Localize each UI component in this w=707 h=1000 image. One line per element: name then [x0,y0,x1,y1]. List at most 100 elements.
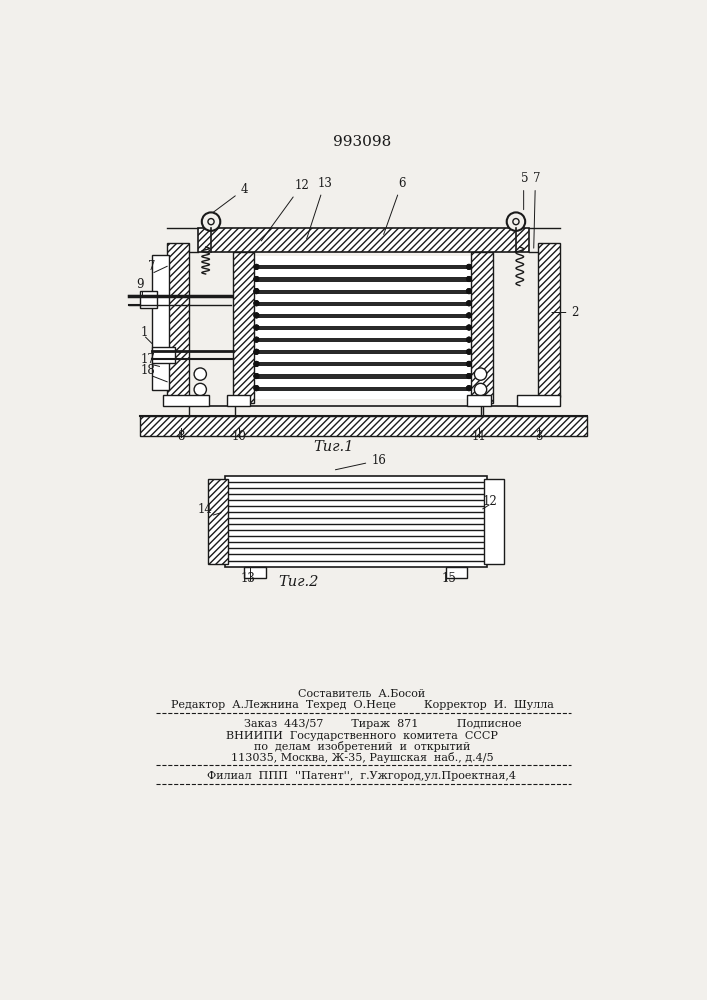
Circle shape [467,288,472,294]
Circle shape [467,373,472,379]
Text: 113035, Москва, Ж-35, Раушская  наб., д.4/5: 113035, Москва, Ж-35, Раушская наб., д.4… [230,752,493,763]
Circle shape [467,385,472,391]
Bar [208,479,228,564]
Bar [484,479,503,564]
Circle shape [467,276,472,282]
Text: 12: 12 [483,495,498,508]
Text: 14: 14 [198,503,213,516]
Text: 12: 12 [261,179,309,241]
Bar [167,243,189,397]
Bar [254,314,472,317]
Circle shape [254,361,259,367]
Text: 3: 3 [535,430,543,443]
Bar [152,255,169,389]
Bar [233,252,254,403]
Circle shape [254,264,259,270]
Bar [254,326,472,329]
Bar [254,350,472,353]
Circle shape [467,361,472,367]
Circle shape [467,325,472,330]
Circle shape [254,373,259,379]
Bar [254,302,472,305]
Circle shape [467,264,472,270]
Text: 4: 4 [214,183,247,212]
Circle shape [254,373,259,379]
Circle shape [513,219,519,225]
Circle shape [254,361,259,367]
Bar [254,302,472,305]
Text: 13: 13 [241,572,256,585]
Circle shape [254,276,259,282]
Circle shape [254,288,259,294]
Bar [254,256,472,399]
Circle shape [467,288,472,294]
Text: 18: 18 [140,364,155,377]
Text: 16: 16 [335,454,386,470]
Text: 13: 13 [307,177,332,239]
Bar [538,243,560,397]
Circle shape [474,368,486,380]
Text: Τиг.2: Τиг.2 [279,575,319,589]
Text: ВНИИПИ  Государственного  комитета  СССР: ВНИИПИ Государственного комитета СССР [226,731,498,741]
Text: 7: 7 [533,172,540,185]
Text: 15: 15 [442,572,457,585]
Bar [254,362,472,365]
Text: 17: 17 [140,353,155,366]
Bar [467,395,491,406]
Circle shape [208,219,214,225]
Circle shape [254,337,259,342]
Text: 1: 1 [140,326,148,339]
Circle shape [467,264,472,270]
Bar [254,326,472,329]
Circle shape [254,337,259,342]
Circle shape [467,301,472,306]
Circle shape [201,212,221,231]
Text: 10: 10 [231,430,246,443]
Bar [254,277,472,281]
Bar [254,374,472,378]
Text: 993098: 993098 [333,135,391,149]
Circle shape [254,264,259,270]
Circle shape [467,349,472,354]
Bar [254,290,472,293]
Circle shape [467,337,472,342]
Circle shape [254,276,259,282]
Circle shape [507,212,525,231]
Text: Заказ  443/57        Тираж  871           Подписное: Заказ 443/57 Тираж 871 Подписное [244,719,522,729]
Circle shape [254,349,259,354]
Circle shape [254,385,259,391]
Bar [472,252,493,403]
Circle shape [194,368,206,380]
Text: 7: 7 [148,260,156,273]
Text: Филиал  ППП  ''Патент'',  г.Ужгород,ул.Проектная,4: Филиал ППП ''Патент'', г.Ужгород,ул.Прое… [207,771,516,781]
Bar [446,567,467,578]
Circle shape [467,385,472,391]
Bar [254,277,472,281]
Circle shape [254,349,259,354]
Bar [163,395,209,406]
Bar [254,338,472,341]
Bar [140,416,587,436]
Circle shape [467,301,472,306]
Circle shape [467,349,472,354]
Text: 2: 2 [552,306,579,319]
Circle shape [467,373,472,379]
Circle shape [467,313,472,318]
Circle shape [254,385,259,391]
Bar [254,374,472,378]
Circle shape [467,337,472,342]
Text: 9: 9 [136,278,144,291]
Bar [254,290,472,293]
Circle shape [194,383,206,396]
Bar [227,395,250,406]
Text: Τиг.1: Τиг.1 [313,440,354,454]
Bar [254,350,472,353]
Text: 5: 5 [522,172,529,185]
Bar [140,291,157,308]
Circle shape [254,288,259,294]
Circle shape [467,325,472,330]
Bar [254,387,472,390]
Text: Редактор  А.Лежнина  Техред  О.Неце        Корректор  И.  Шулла: Редактор А.Лежнина Техред О.Неце Коррект… [170,700,554,710]
Circle shape [254,301,259,306]
Bar [518,395,560,406]
